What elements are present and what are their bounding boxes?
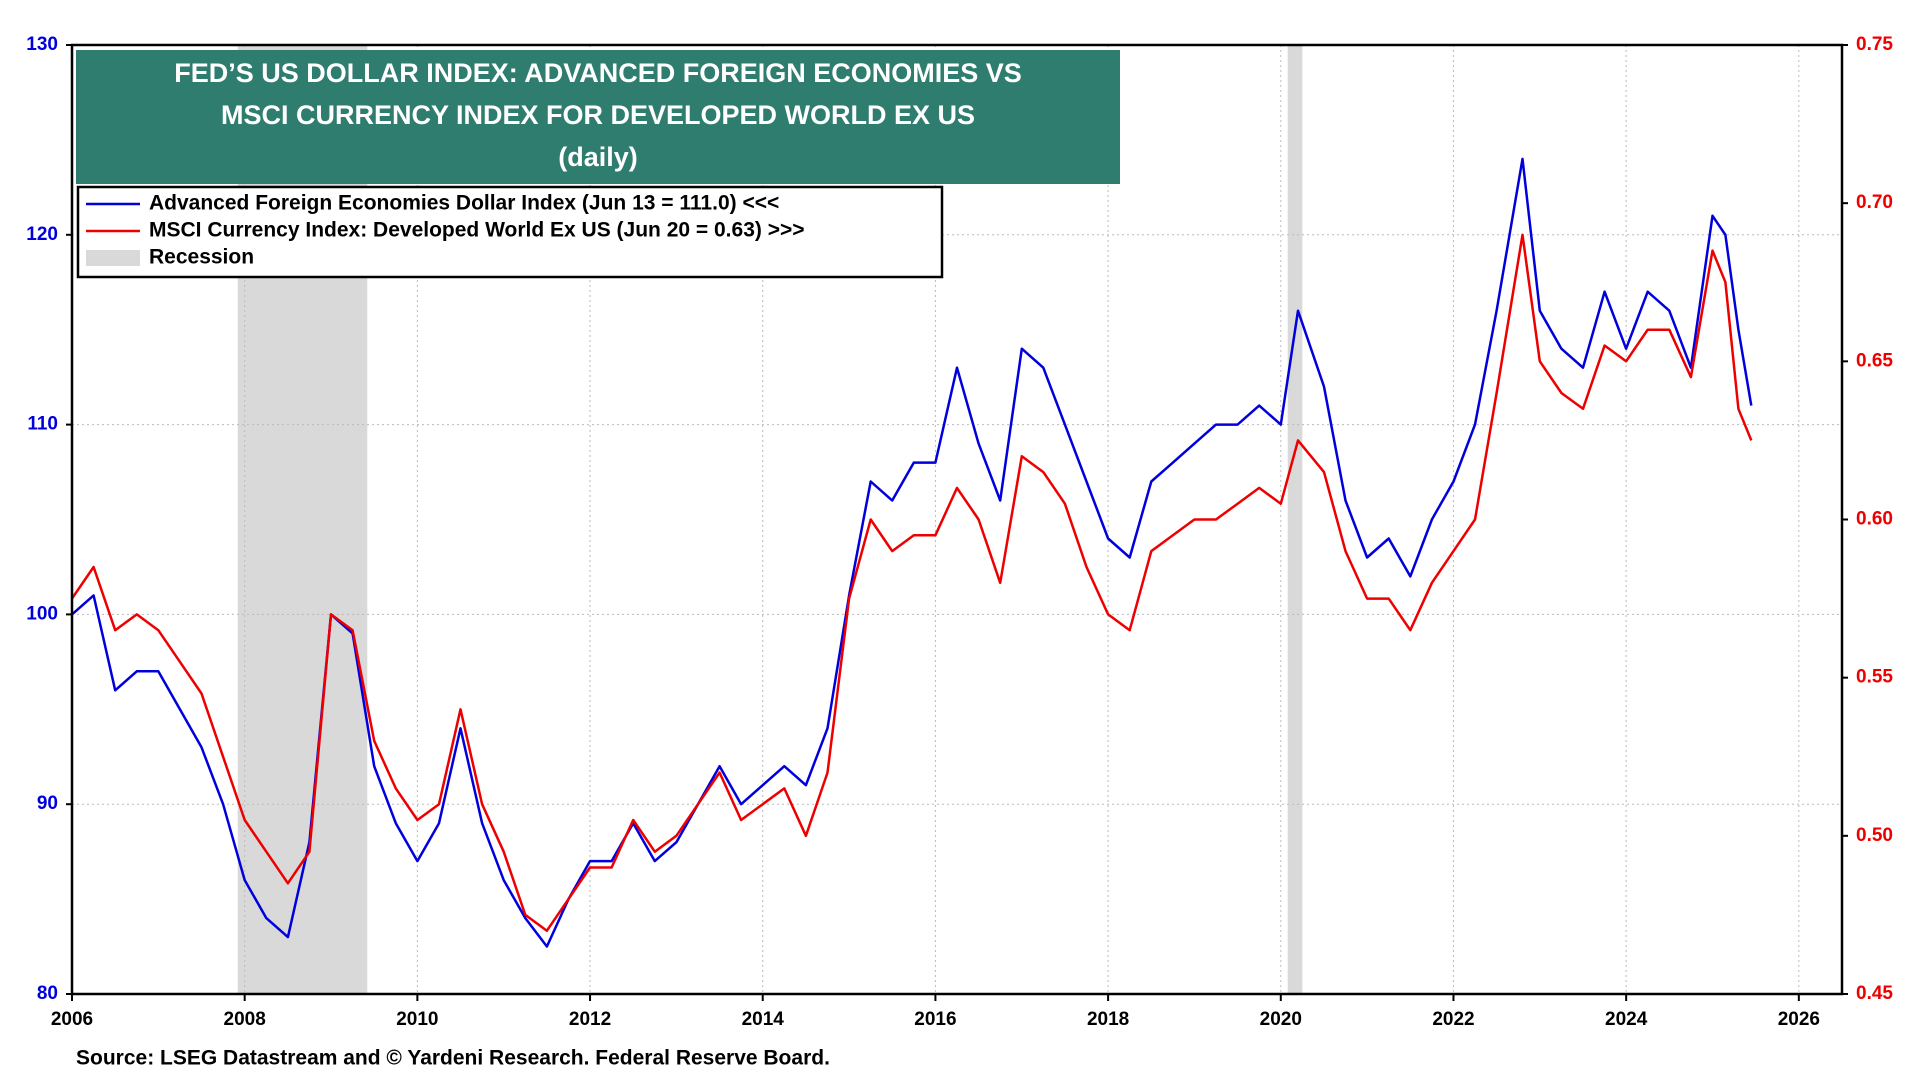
x-tick-label: 2012 <box>569 1009 611 1030</box>
series-line <box>71 157 1753 948</box>
y-tick-label: 110 <box>27 414 58 435</box>
recession-band <box>1287 45 1303 994</box>
x-tick-label: 2020 <box>1260 1009 1302 1030</box>
x-tick-label: 2026 <box>1778 1009 1820 1030</box>
y2-tick-label: 0.60 <box>1856 509 1893 530</box>
x-tick-label: 2008 <box>224 1009 266 1030</box>
y-tick-label: 100 <box>26 603 58 624</box>
chart-title: FED’S US DOLLAR INDEX: ADVANCED FOREIGN … <box>174 58 1022 88</box>
legend-box <box>76 185 944 279</box>
title-box <box>76 50 1120 184</box>
y2-tick-label: 0.70 <box>1856 192 1893 213</box>
legend-swatch <box>86 250 140 266</box>
y2-tick-label: 0.50 <box>1856 825 1893 846</box>
x-tick-label: 2024 <box>1605 1009 1648 1030</box>
y-tick-label: 90 <box>37 793 58 814</box>
series-line <box>70 233 1753 932</box>
chart-subtitle: (daily) <box>558 142 638 172</box>
legend-label: Advanced Foreign Economies Dollar Index … <box>149 192 779 215</box>
legend-label: MSCI Currency Index: Developed World Ex … <box>149 219 805 242</box>
y2-tick-label: 0.75 <box>1856 34 1893 55</box>
x-tick-label: 2022 <box>1432 1009 1474 1030</box>
y-tick-label: 80 <box>37 983 58 1004</box>
chart-title: MSCI CURRENCY INDEX FOR DEVELOPED WORLD … <box>221 100 975 130</box>
x-tick-label: 2014 <box>742 1009 785 1030</box>
x-tick-label: 2016 <box>914 1009 956 1030</box>
x-tick-label: 2006 <box>51 1009 93 1030</box>
y2-tick-label: 0.55 <box>1856 667 1893 688</box>
y-tick-label: 120 <box>26 224 58 245</box>
x-tick-label: 2018 <box>1087 1009 1129 1030</box>
y-tick-label: 130 <box>26 34 58 55</box>
y2-tick-label: 0.45 <box>1856 983 1893 1004</box>
y2-tick-label: 0.65 <box>1856 350 1893 371</box>
plot-frame <box>70 43 1844 996</box>
source-note: Source: LSEG Datastream and © Yardeni Re… <box>76 1047 830 1070</box>
x-tick-label: 2010 <box>396 1009 438 1030</box>
legend-label: Recession <box>149 246 254 269</box>
